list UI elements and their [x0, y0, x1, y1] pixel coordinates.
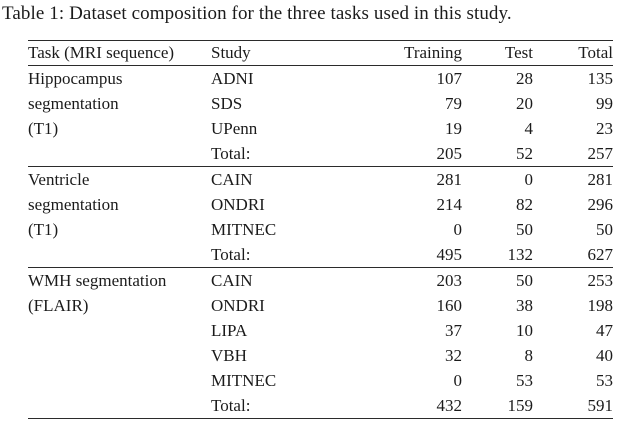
test-cell: 38 [516, 295, 533, 315]
total-row-label: Total: [211, 244, 251, 264]
training-cell: 281 [436, 169, 463, 189]
table-header: Task (MRI sequence) Study Training Test … [28, 40, 613, 66]
test-cell: 82 [516, 194, 533, 214]
dataset-composition-table: Task (MRI sequence) Study Training Test … [28, 40, 613, 419]
header-training: Training [352, 40, 462, 66]
section-hippocampus: Hippocampus ADNI 107 28 135 segmentation… [28, 65, 613, 167]
data-row: VBH 32 8 40 [28, 343, 613, 368]
data-row: segmentation ONDRI 214 82 296 [28, 192, 613, 217]
total-cell: 253 [587, 270, 614, 290]
test-cell: 0 [524, 169, 534, 189]
study-cell: CAIN [211, 169, 253, 189]
data-row: (FLAIR) ONDRI 160 38 198 [28, 293, 613, 318]
training-cell: 0 [453, 219, 463, 239]
task-cell [28, 318, 211, 343]
test-cell: 8 [524, 345, 534, 365]
total-row-label: Total: [211, 143, 251, 163]
study-cell: SDS [211, 93, 243, 113]
training-cell: 79 [445, 93, 462, 113]
data-row: WMH segmentation CAIN 203 50 253 [28, 268, 613, 294]
study-cell: VBH [211, 345, 247, 365]
header-total: Total [533, 40, 613, 66]
training-cell: 32 [445, 345, 462, 365]
header-study: Study [211, 40, 352, 66]
task-cell: Ventricle [28, 169, 90, 189]
study-cell: MITNEC [211, 370, 277, 390]
study-cell: ONDRI [211, 194, 265, 214]
total-cell: 50 [596, 219, 613, 239]
training-cell: 160 [436, 295, 463, 315]
data-row: MITNEC 0 53 53 [28, 368, 613, 393]
total-cell: 591 [587, 395, 614, 415]
paper-table-figure: Table 1: Dataset composition for the thr… [0, 3, 640, 419]
test-cell: 53 [516, 370, 533, 390]
data-row: Ventricle CAIN 281 0 281 [28, 167, 613, 193]
header-test: Test [462, 40, 533, 66]
total-cell: 47 [596, 320, 613, 340]
training-cell: 19 [445, 118, 462, 138]
section-ventricle: Ventricle CAIN 281 0 281 segmentation ON… [28, 166, 613, 268]
study-cell: UPenn [211, 118, 258, 138]
header-task: Task (MRI sequence) [28, 40, 211, 66]
total-cell: 281 [587, 169, 614, 189]
total-cell: 198 [587, 295, 614, 315]
total-row: Total: 495 132 627 [28, 242, 613, 268]
data-row: (T1) MITNEC 0 50 50 [28, 217, 613, 242]
total-cell: 53 [596, 370, 613, 390]
test-cell: 4 [524, 118, 534, 138]
task-cell: segmentation [28, 194, 119, 214]
total-cell: 99 [596, 93, 613, 113]
test-cell: 10 [516, 320, 533, 340]
header-row: Task (MRI sequence) Study Training Test … [28, 40, 613, 66]
data-row: Hippocampus ADNI 107 28 135 [28, 66, 613, 92]
test-cell: 50 [516, 270, 533, 290]
task-cell: (T1) [28, 219, 59, 239]
total-cell: 257 [587, 143, 614, 163]
task-cell [28, 393, 211, 419]
training-cell: 495 [436, 244, 463, 264]
test-cell: 50 [516, 219, 533, 239]
task-cell: (T1) [28, 118, 59, 138]
task-cell [28, 368, 211, 393]
training-cell: 0 [453, 370, 463, 390]
training-cell: 203 [436, 270, 463, 290]
total-row: Total: 432 159 591 [28, 393, 613, 419]
total-row-label: Total: [211, 395, 251, 415]
training-cell: 37 [445, 320, 462, 340]
test-cell: 52 [516, 143, 533, 163]
task-cell: segmentation [28, 93, 119, 113]
task-cell [28, 141, 211, 167]
task-cell [28, 242, 211, 268]
study-cell: ONDRI [211, 295, 265, 315]
total-row: Total: 205 52 257 [28, 141, 613, 167]
test-cell: 20 [516, 93, 533, 113]
study-cell: MITNEC [211, 219, 277, 239]
total-cell: 627 [587, 244, 614, 264]
section-wmh: WMH segmentation CAIN 203 50 253 (FLAIR)… [28, 267, 613, 419]
data-row: (T1) UPenn 19 4 23 [28, 116, 613, 141]
table-caption: Table 1: Dataset composition for the thr… [2, 3, 512, 24]
total-cell: 135 [587, 68, 614, 88]
total-cell: 40 [596, 345, 613, 365]
study-cell: ADNI [211, 68, 254, 88]
test-cell: 28 [516, 68, 533, 88]
total-cell: 23 [596, 118, 613, 138]
training-cell: 205 [436, 143, 463, 163]
training-cell: 214 [436, 194, 463, 214]
task-cell [28, 343, 211, 368]
training-cell: 107 [436, 68, 463, 88]
test-cell: 159 [507, 395, 534, 415]
task-cell: Hippocampus [28, 68, 123, 88]
task-cell: WMH segmentation [28, 270, 167, 290]
data-row: segmentation SDS 79 20 99 [28, 91, 613, 116]
test-cell: 132 [507, 244, 534, 264]
data-row: LIPA 37 10 47 [28, 318, 613, 343]
study-cell: LIPA [211, 320, 248, 340]
total-cell: 296 [587, 194, 614, 214]
training-cell: 432 [436, 395, 463, 415]
task-cell: (FLAIR) [28, 295, 89, 315]
study-cell: CAIN [211, 270, 253, 290]
